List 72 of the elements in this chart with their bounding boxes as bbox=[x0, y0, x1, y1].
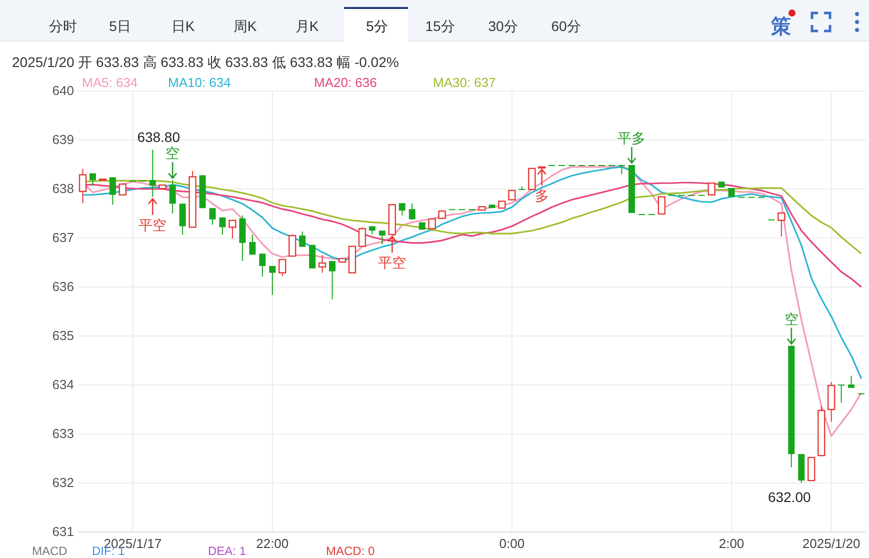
candlestick bbox=[528, 168, 536, 190]
text: MA30: 637 bbox=[433, 75, 496, 90]
line-series bbox=[82, 166, 862, 380]
candlestick bbox=[118, 184, 127, 196]
text: 月K bbox=[295, 18, 320, 34]
candlestick bbox=[848, 375, 855, 388]
candlestick bbox=[278, 258, 286, 277]
x-tick-label: 22:00 bbox=[256, 536, 289, 552]
y-tick-label: 638 bbox=[52, 181, 74, 196]
annotation: 多 bbox=[534, 187, 549, 204]
text: MACD bbox=[32, 544, 68, 558]
y-tick-label: 640 bbox=[52, 83, 74, 98]
candlestick bbox=[618, 164, 625, 175]
candlestick bbox=[398, 202, 406, 216]
candlestick bbox=[838, 384, 845, 404]
candlestick bbox=[808, 456, 816, 482]
annotation: 平空 bbox=[138, 216, 167, 233]
annotation: 空 bbox=[784, 310, 798, 327]
candlestick bbox=[209, 208, 216, 226]
annotation: 平空 bbox=[378, 254, 406, 271]
candlestick bbox=[329, 260, 336, 300]
text: 5日 bbox=[109, 18, 131, 34]
x-tick-label: 2025/1/20 bbox=[802, 536, 860, 552]
text: MACD: 0 bbox=[326, 544, 375, 558]
y-tick-label: 639 bbox=[52, 132, 74, 148]
annotation: 638.80 bbox=[137, 128, 180, 145]
candlestick bbox=[358, 226, 366, 247]
candlestick bbox=[219, 216, 226, 236]
y-tick-label: 637 bbox=[52, 230, 74, 246]
candlestick bbox=[228, 220, 236, 239]
candlestick bbox=[318, 254, 326, 274]
annotation: 632.00 bbox=[768, 489, 811, 505]
text: 5分 bbox=[366, 18, 388, 34]
candlestick bbox=[259, 253, 266, 278]
candlestick bbox=[658, 196, 666, 215]
x-tick-label: 0:00 bbox=[499, 536, 525, 552]
y-tick-label: 636 bbox=[52, 279, 74, 294]
text: 日K bbox=[171, 18, 196, 34]
candlestick bbox=[269, 265, 276, 296]
candlestick bbox=[149, 149, 156, 198]
text: 策 bbox=[770, 16, 791, 38]
chart-subtitle: 2025/1/20 开 633.83 高 633.83 收 633.83 低 633.83 幅 -0.02% bbox=[12, 54, 399, 70]
text: 周K bbox=[233, 18, 258, 34]
text: 分时 bbox=[49, 18, 77, 34]
candlestick bbox=[309, 244, 316, 269]
candlestick bbox=[169, 180, 176, 214]
text: MA5: 634 bbox=[82, 75, 138, 90]
candlestick bbox=[288, 234, 296, 257]
y-tick-label: 634 bbox=[52, 377, 74, 392]
annotation: 平多 bbox=[618, 130, 646, 146]
text: 15分 bbox=[425, 18, 455, 34]
candlestick bbox=[408, 202, 416, 220]
text: DEA: 1 bbox=[208, 544, 246, 558]
candlestick bbox=[109, 176, 116, 206]
candlestick bbox=[179, 203, 186, 236]
text: 60分 bbox=[551, 18, 581, 34]
y-tick-label: 631 bbox=[52, 524, 74, 540]
text: MA20: 636 bbox=[314, 75, 377, 90]
y-tick-label: 632 bbox=[52, 475, 74, 490]
y-tick-label: 635 bbox=[52, 328, 74, 344]
candlestick bbox=[378, 230, 386, 245]
candlestick bbox=[778, 212, 786, 238]
text: MA10: 634 bbox=[168, 75, 231, 90]
x-tick-label: 2:00 bbox=[718, 536, 744, 552]
candlestick bbox=[428, 218, 436, 230]
annotation: 空 bbox=[166, 145, 180, 162]
candlestick bbox=[299, 231, 306, 248]
candlestick bbox=[708, 182, 716, 196]
y-tick-label: 633 bbox=[52, 426, 74, 442]
text: 30分 bbox=[488, 18, 518, 34]
candlestick bbox=[249, 234, 256, 256]
candlestick bbox=[508, 190, 516, 200]
